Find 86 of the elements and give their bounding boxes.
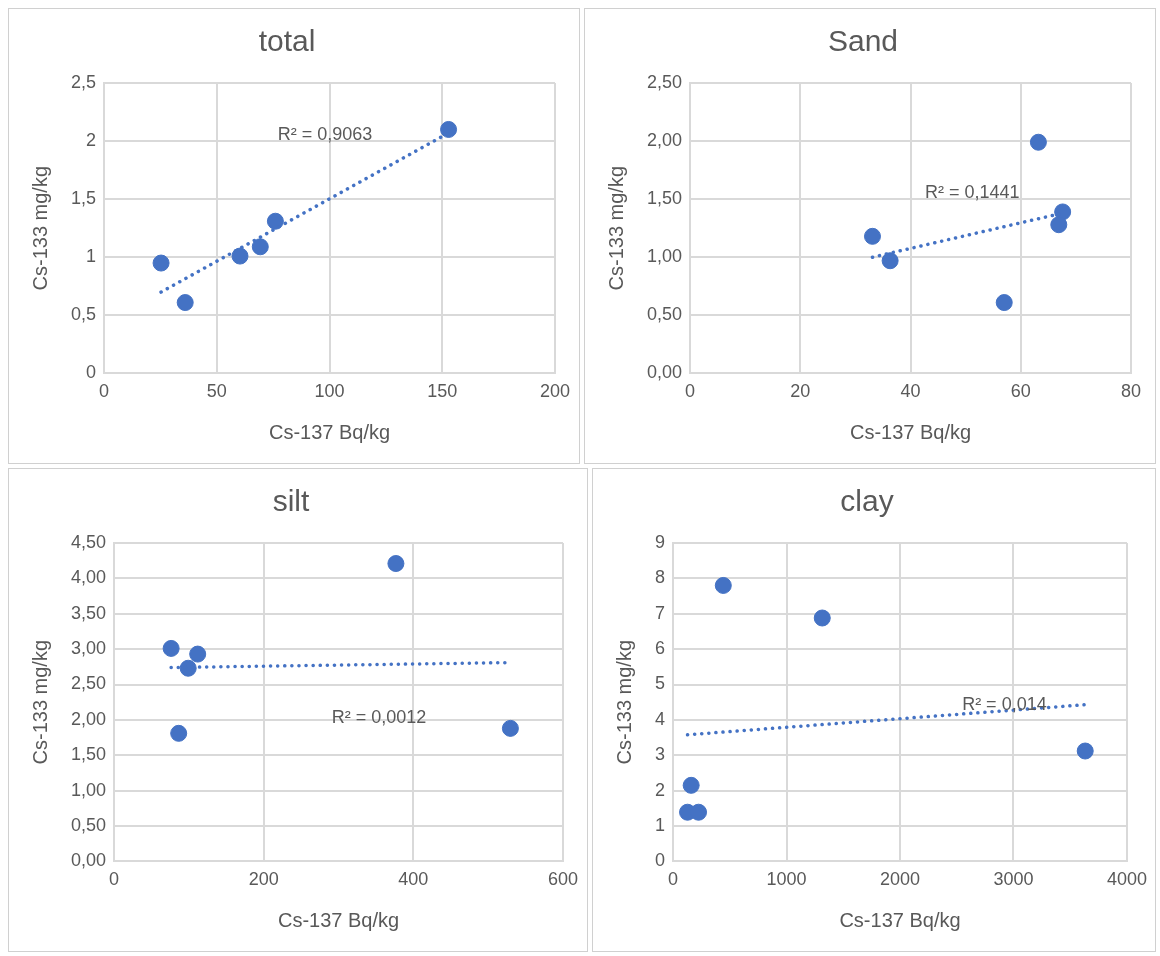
point [1029, 133, 1047, 151]
y-tick-label: 1,50 [70, 744, 107, 765]
chart-title: silt [272, 484, 310, 518]
y-tick-label: 4 [655, 708, 666, 729]
point [231, 247, 249, 265]
y-tick-label: 1,00 [646, 246, 683, 267]
y-tick-label: 4,00 [70, 567, 107, 588]
y-tick-label: 4,50 [70, 531, 107, 552]
point [501, 719, 519, 737]
y-tick-label: 2,50 [646, 71, 683, 92]
y-tick-label: 9 [655, 531, 666, 552]
x-tick-label: 600 [547, 869, 579, 890]
y-tick-label: 8 [655, 567, 666, 588]
chart-title: clay [840, 484, 894, 518]
y-tick-label: 2 [655, 779, 666, 800]
y-tick-label: 6 [655, 638, 666, 659]
y-axis-title: Cs-133 mg/kg [604, 165, 627, 291]
y-tick-label: 0,00 [70, 850, 107, 871]
y-tick-label: 3 [655, 744, 666, 765]
y-tick-label: 5 [655, 673, 666, 694]
y-tick-label: 0,5 [70, 304, 97, 325]
x-tick-label: 100 [314, 381, 345, 402]
x-tick-label: 0 [685, 381, 696, 402]
x-tick-label: 200 [248, 869, 279, 890]
y-tick-label: 0,00 [646, 362, 683, 383]
x-tick-label: 1000 [766, 869, 807, 890]
point [387, 555, 405, 573]
y-tick-label: 7 [655, 602, 666, 623]
y-tick-label: 0 [86, 362, 97, 383]
point [863, 227, 881, 245]
annotation: R² = 0,014 [962, 694, 1047, 715]
x-tick-label: 2000 [879, 869, 921, 890]
point [1076, 742, 1094, 760]
y-tick-label: 0,50 [646, 304, 683, 325]
y-tick-label: 1,5 [70, 188, 97, 209]
y-tick-label: 1,00 [70, 779, 107, 800]
point [176, 294, 194, 312]
x-axis-title: Cs-137 Bq/kg [268, 420, 391, 443]
chart-title: Sand [827, 24, 899, 58]
y-tick-label: 3,50 [70, 602, 107, 623]
annotation: R² = 0,1441 [924, 182, 1020, 203]
y-tick-label: 1 [655, 814, 666, 835]
point [995, 294, 1013, 312]
x-tick-label: 0 [109, 869, 120, 890]
y-tick-label: 2,50 [70, 673, 107, 694]
point [714, 576, 732, 594]
x-tick-label: 150 [427, 381, 458, 402]
x-axis-title: Cs-137 Bq/kg [277, 908, 400, 931]
x-tick-label: 60 [1010, 381, 1031, 402]
x-tick-label: 50 [206, 381, 227, 402]
y-tick-label: 2,5 [70, 71, 97, 92]
y-axis-title: Cs-133 mg/kg [28, 639, 51, 765]
point [881, 252, 899, 270]
x-tick-label: 80 [1120, 381, 1142, 402]
x-tick-label: 4000 [1106, 869, 1147, 890]
annotation: R² = 0,0012 [331, 707, 427, 728]
point [189, 645, 207, 663]
point [251, 238, 269, 256]
point [682, 776, 700, 794]
y-tick-label: 2,00 [70, 708, 107, 729]
point [170, 724, 188, 742]
y-tick-label: 3,00 [70, 638, 107, 659]
y-tick-label: 0,50 [70, 814, 107, 835]
point [440, 120, 458, 138]
y-axis-title: Cs-133 mg/kg [28, 165, 51, 291]
chart-title: total [258, 24, 316, 58]
point [813, 609, 831, 627]
y-tick-label: 1 [86, 246, 97, 267]
x-tick-label: 3000 [993, 869, 1034, 890]
x-tick-label: 400 [398, 869, 429, 890]
x-tick-label: 40 [900, 381, 921, 402]
y-tick-label: 1,50 [646, 188, 683, 209]
y-tick-label: 2,00 [646, 130, 683, 151]
point [1050, 216, 1068, 234]
point [179, 659, 197, 677]
point [266, 212, 284, 230]
annotation: R² = 0,9063 [277, 124, 373, 145]
y-tick-label: 2 [86, 130, 97, 151]
point [152, 254, 170, 272]
x-axis-title: Cs-137 Bq/kg [849, 420, 972, 443]
x-tick-label: 200 [539, 381, 571, 402]
point [162, 639, 180, 657]
y-axis-title: Cs-133 mg/kg [612, 639, 635, 765]
x-tick-label: 20 [790, 381, 811, 402]
y-tick-label: 0 [655, 850, 666, 871]
x-axis-title: Cs-137 Bq/kg [839, 908, 961, 931]
